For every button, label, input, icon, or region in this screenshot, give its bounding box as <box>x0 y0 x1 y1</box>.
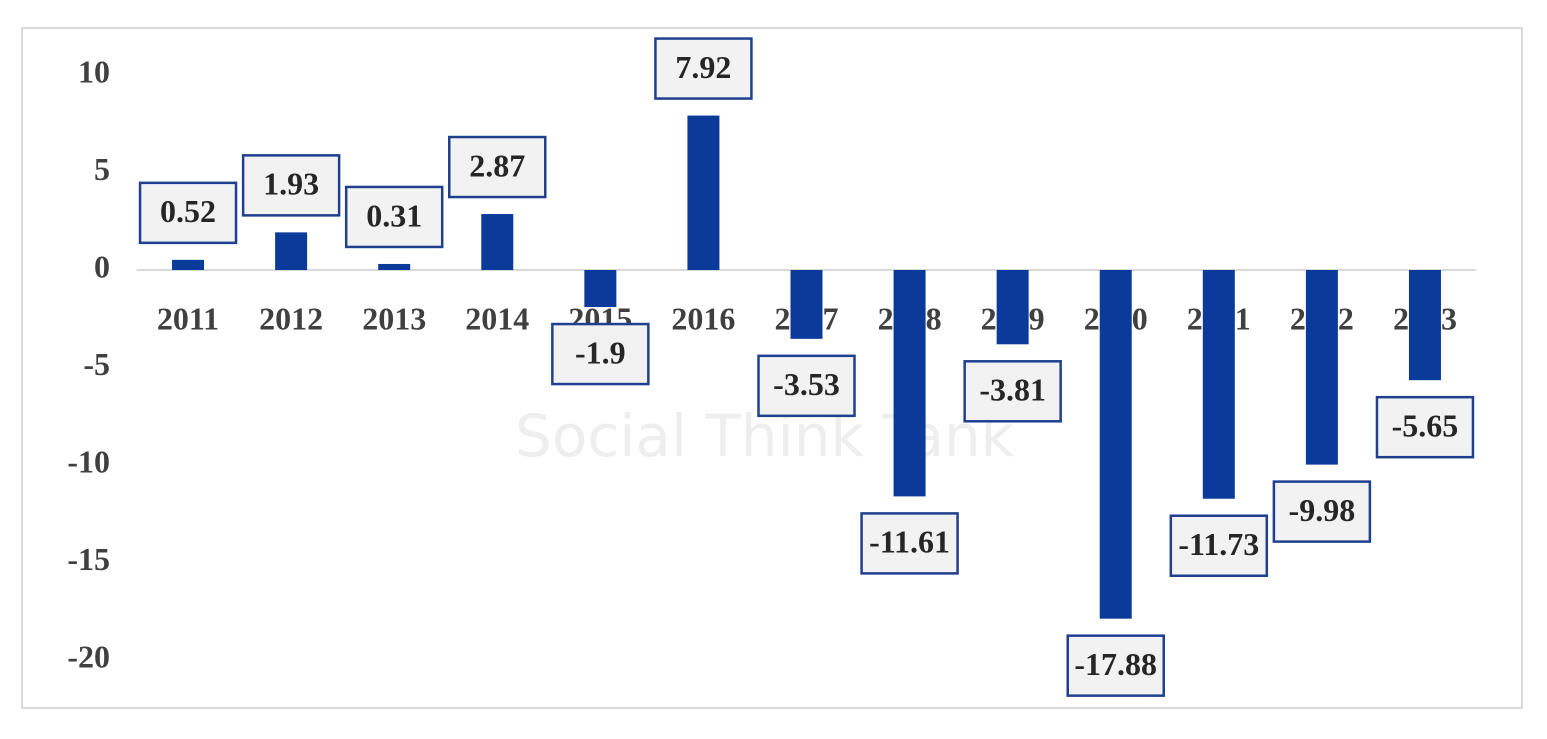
bar <box>172 259 205 270</box>
data-label: -3.53 <box>773 366 840 402</box>
data-label: -17.88 <box>1074 646 1157 682</box>
data-label-box <box>757 354 856 418</box>
data-label-box <box>551 322 650 386</box>
bar <box>687 115 720 270</box>
x-tick-label: 2011 <box>157 300 219 336</box>
data-label: 0.31 <box>366 197 422 233</box>
data-label-box <box>138 181 238 245</box>
y-tick-label: 10 <box>78 53 110 89</box>
bar <box>481 214 514 270</box>
data-label-box <box>860 512 959 575</box>
data-label: -3.81 <box>979 372 1046 408</box>
bar <box>584 270 617 308</box>
data-label-box <box>241 154 341 217</box>
bar <box>1202 270 1235 499</box>
bar <box>1099 270 1132 619</box>
y-tick-label: -15 <box>67 541 110 577</box>
bar <box>378 263 411 270</box>
y-tick-label: 0 <box>94 248 110 284</box>
data-label: -9.98 <box>1289 492 1356 528</box>
x-tick-label: 2013 <box>362 300 426 336</box>
data-label: -11.73 <box>1178 526 1259 562</box>
bar <box>790 270 823 339</box>
data-label-box <box>344 185 444 249</box>
data-label: 2.87 <box>469 147 525 183</box>
data-label-box <box>654 37 753 100</box>
data-label: 0.52 <box>160 193 216 229</box>
y-tick-label: -10 <box>67 443 110 479</box>
bar <box>893 270 926 497</box>
data-label-box <box>1272 480 1372 543</box>
x-tick-label: 2012 <box>259 300 323 336</box>
bar <box>1305 270 1338 465</box>
bar <box>275 232 308 270</box>
data-label-box <box>1169 514 1269 577</box>
data-label: 1.93 <box>263 166 319 202</box>
data-label-box <box>963 360 1062 423</box>
x-tick-label: 2016 <box>671 300 735 336</box>
data-label-box <box>448 135 547 199</box>
bar <box>996 270 1029 345</box>
data-label: -5.65 <box>1392 408 1459 444</box>
data-label-box <box>1066 634 1165 697</box>
data-label-box <box>1375 395 1475 459</box>
bar <box>1408 270 1441 381</box>
y-tick-label: -5 <box>83 346 110 382</box>
data-label: 7.92 <box>675 49 731 85</box>
y-tick-label: 5 <box>94 151 110 187</box>
data-label: -1.9 <box>575 334 626 370</box>
y-tick-label: -20 <box>67 638 110 674</box>
data-label: -11.61 <box>869 524 950 560</box>
x-tick-label: 2014 <box>465 300 529 336</box>
